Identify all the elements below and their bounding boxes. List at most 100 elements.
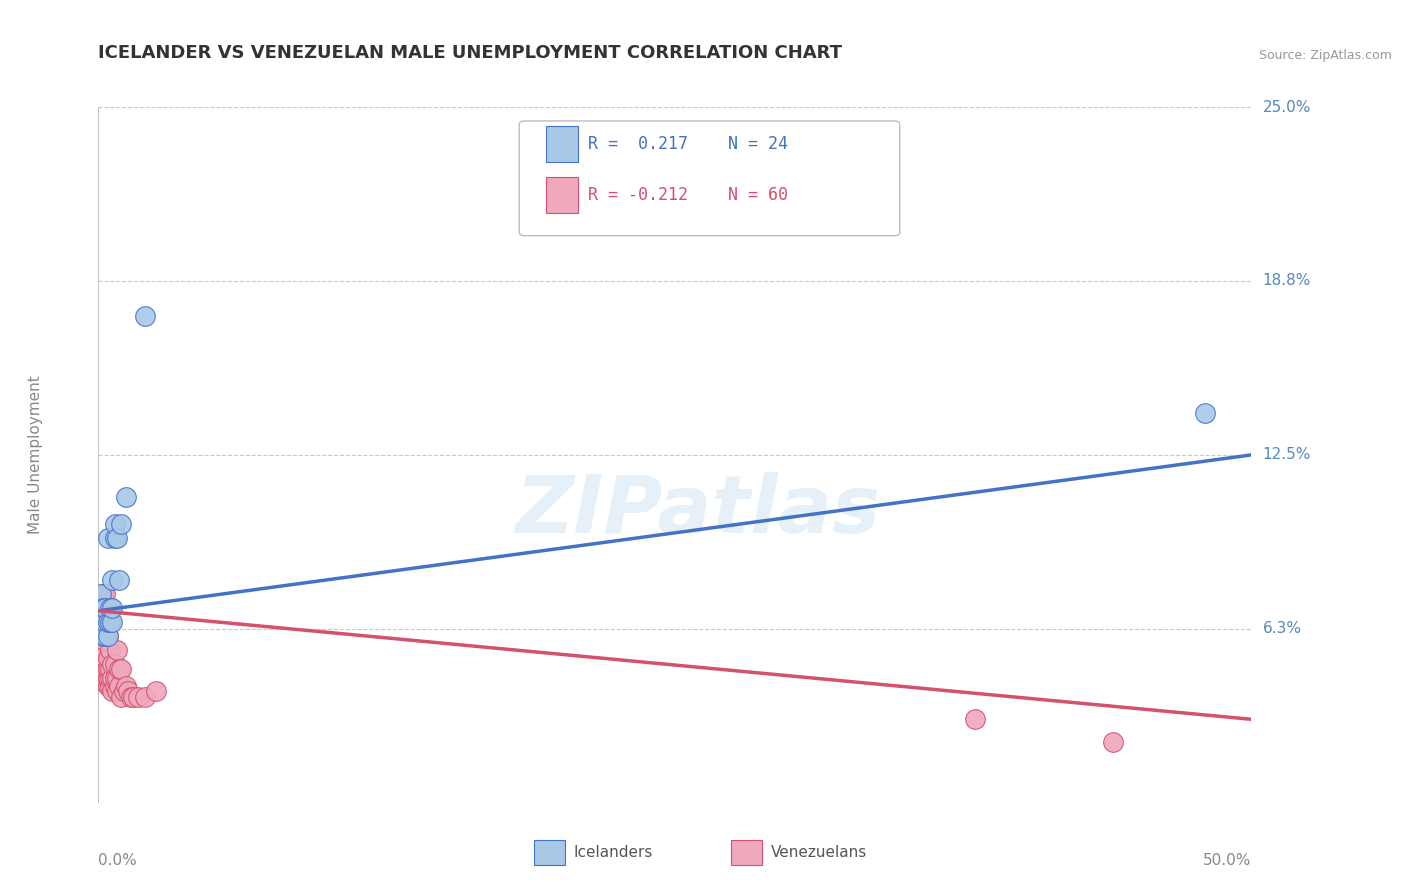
Point (94, 587, 117, 601)
Point (91, 615, 114, 629)
Point (90, 657, 112, 671)
Point (97, 629, 120, 643)
Point (94, 657, 117, 671)
Point (98, 615, 121, 629)
Point (110, 690, 132, 704)
Point (97, 615, 120, 629)
Bar (546, 126, 578, 162)
Point (90, 615, 112, 629)
Point (98, 615, 121, 629)
Point (98, 642, 121, 657)
Point (101, 601, 124, 615)
Point (101, 657, 124, 671)
Text: ZIPatlas: ZIPatlas (516, 472, 880, 549)
Point (122, 690, 145, 704)
Point (127, 690, 149, 704)
Point (105, 671, 128, 685)
Point (90, 634, 112, 648)
Point (103, 517, 125, 532)
Point (101, 573, 124, 587)
Point (94, 629, 117, 643)
Point (91, 615, 114, 629)
Point (91, 629, 114, 643)
Text: Icelanders: Icelanders (574, 846, 652, 860)
Point (108, 662, 131, 676)
Point (90, 615, 112, 629)
Point (110, 662, 132, 676)
Point (134, 690, 156, 704)
Point (97, 629, 120, 643)
Point (90, 624, 112, 638)
FancyBboxPatch shape (519, 121, 900, 235)
Point (120, 690, 142, 704)
Point (91, 601, 114, 615)
Point (1194, 406, 1216, 420)
Text: 6.3%: 6.3% (1263, 622, 1302, 636)
Point (98, 679, 121, 693)
Point (98, 671, 121, 685)
Point (94, 634, 117, 648)
Point (91, 651, 114, 665)
Point (91, 662, 114, 676)
Point (103, 532, 125, 546)
Point (90, 642, 112, 657)
Text: 12.5%: 12.5% (1263, 448, 1310, 462)
Text: 0.0%: 0.0% (98, 853, 138, 868)
Point (94, 629, 117, 643)
Point (91, 657, 114, 671)
Point (115, 490, 138, 504)
Point (91, 671, 114, 685)
Text: 50.0%: 50.0% (1204, 853, 1251, 868)
Point (101, 684, 124, 698)
Point (112, 684, 135, 698)
Point (117, 684, 139, 698)
Text: Venezuelans: Venezuelans (770, 846, 866, 860)
Point (97, 532, 120, 546)
Point (94, 662, 117, 676)
Point (108, 573, 131, 587)
Point (94, 671, 117, 685)
Point (91, 587, 114, 601)
Point (94, 620, 117, 634)
Text: Male Unemployment: Male Unemployment (28, 376, 42, 534)
Point (94, 642, 117, 657)
Point (97, 662, 120, 676)
Text: R =  0.217    N = 24: R = 0.217 N = 24 (588, 135, 789, 153)
Text: 18.8%: 18.8% (1263, 274, 1310, 288)
Point (97, 671, 120, 685)
Text: 25.0%: 25.0% (1263, 100, 1310, 114)
Point (103, 679, 125, 693)
Point (963, 712, 986, 726)
Point (97, 651, 120, 665)
Point (90, 607, 112, 621)
Point (103, 671, 125, 685)
Point (105, 684, 128, 698)
Point (98, 662, 121, 676)
Point (90, 587, 112, 601)
Point (91, 642, 114, 657)
Bar (546, 177, 578, 213)
Point (1102, 734, 1125, 748)
Point (105, 642, 128, 657)
Point (90, 601, 112, 615)
Point (97, 679, 120, 693)
Point (94, 615, 117, 629)
Point (94, 651, 117, 665)
Point (91, 629, 114, 643)
Point (101, 615, 124, 629)
Text: ICELANDER VS VENEZUELAN MALE UNEMPLOYMENT CORRELATION CHART: ICELANDER VS VENEZUELAN MALE UNEMPLOYMEN… (98, 45, 842, 62)
Point (94, 676, 117, 690)
Point (94, 601, 117, 615)
Point (115, 679, 138, 693)
Point (145, 684, 167, 698)
Point (110, 517, 132, 532)
Point (98, 601, 121, 615)
Text: R = -0.212    N = 60: R = -0.212 N = 60 (588, 186, 789, 203)
Point (105, 532, 128, 546)
Point (134, 309, 156, 323)
Point (91, 634, 114, 648)
Point (108, 679, 131, 693)
Point (103, 657, 125, 671)
Text: Source: ZipAtlas.com: Source: ZipAtlas.com (1258, 49, 1392, 62)
Point (90, 629, 112, 643)
